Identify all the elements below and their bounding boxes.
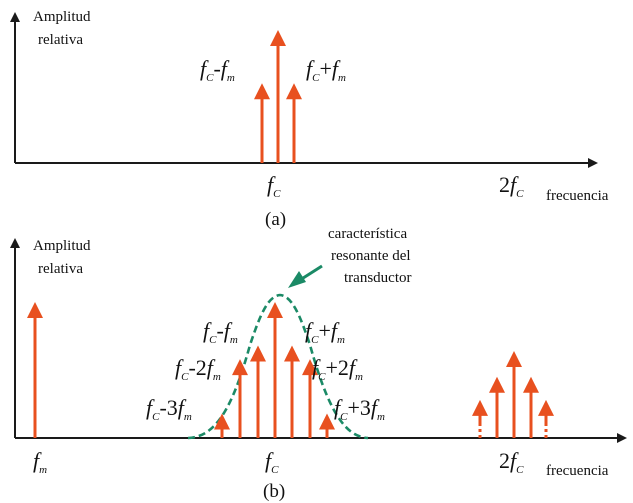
spectral-line-b-fC+fm xyxy=(284,345,300,438)
panel-a-caption: (a) xyxy=(265,209,286,230)
spectral-line-b-fm xyxy=(27,302,43,438)
spectral-line-b-fC-2fm xyxy=(232,359,248,438)
label-b-fc-plus-fm: fC+fm xyxy=(305,318,345,346)
annotation-line3: transductor xyxy=(344,270,411,286)
panel-a-ylabel-line1: Amplitud xyxy=(33,9,91,25)
panel-b: Amplitud relativa frecuencia (b) caracte… xyxy=(10,226,627,502)
annotation-line1: característica xyxy=(328,226,407,242)
label-b-fc-minus-2fm: fC-2fm xyxy=(175,355,221,383)
spectral-line-b-fC+3fm xyxy=(319,413,335,438)
spectral-line-b-fC-3fm xyxy=(214,413,230,438)
panel-a-xlabel: frecuencia xyxy=(546,188,609,204)
harmonic-line-4 xyxy=(523,376,539,438)
harmonic-line-1 xyxy=(472,399,488,438)
spectral-line-a-fC-fm xyxy=(254,83,270,163)
panel-b-xlabel: frecuencia xyxy=(546,463,609,479)
spectral-line-b-fC-fm xyxy=(250,345,266,438)
label-b-fc-minus-fm: fC-fm xyxy=(203,318,238,346)
harmonic-line-3 xyxy=(506,350,522,438)
spectral-line-a-fC+fm xyxy=(286,83,302,163)
tick-b-2fc: 2fC xyxy=(499,448,524,476)
panel-b-spectral-lines xyxy=(27,302,554,438)
panel-b-ylabel-line2: relativa xyxy=(38,261,83,277)
tick-a-fc: fC xyxy=(267,172,281,200)
tick-a-2fc: 2fC xyxy=(499,172,524,200)
spectral-line-b-fC xyxy=(267,302,283,438)
label-b-fc-plus-2fm: fC+2fm xyxy=(312,355,363,383)
label-a-fc-minus-fm: fC-fm xyxy=(200,56,235,84)
spectral-line-a-fC xyxy=(270,30,286,163)
panel-a-spectral-lines xyxy=(254,30,302,163)
spectral-line-b-fC+2fm xyxy=(302,359,318,438)
panel-a: Amplitud relativa frecuencia (a) fC-fm f… xyxy=(10,9,609,230)
annotation-line2: resonante del xyxy=(331,248,411,264)
label-a-fc-plus-fm: fC+fm xyxy=(306,56,346,84)
label-b-fc-plus-3fm: fC+3fm xyxy=(334,395,385,423)
panel-b-caption: (b) xyxy=(263,481,285,502)
resonance-curve xyxy=(187,293,369,440)
tick-b-fm: fm xyxy=(33,448,47,476)
tick-b-fc: fC xyxy=(265,448,279,476)
panel-b-ylabel-line1: Amplitud xyxy=(33,238,91,254)
harmonic-line-5 xyxy=(538,399,554,438)
harmonic-line-2 xyxy=(489,376,505,438)
panel-a-ylabel-line2: relativa xyxy=(38,32,83,48)
annotation-arrow xyxy=(288,264,323,288)
label-b-fc-minus-3fm: fC-3fm xyxy=(146,395,192,423)
